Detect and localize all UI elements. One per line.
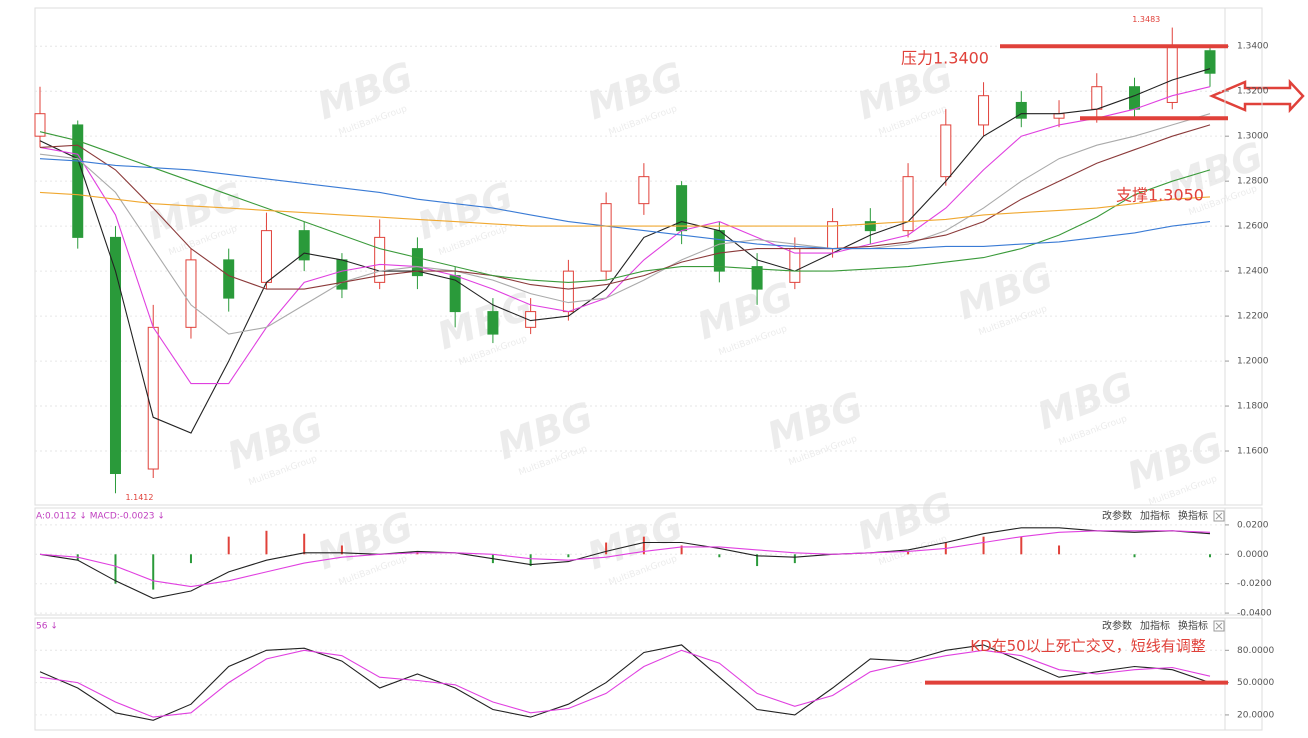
indicator-line <box>39 124 1211 290</box>
watermark-logo: MBG <box>582 503 689 578</box>
toolbar-button[interactable]: 改参数 <box>1102 619 1132 632</box>
indicator-header: A:0.0112 ↓ MACD:-0.0023 ↓ <box>36 512 165 522</box>
candle-body <box>147 326 159 470</box>
indicator-line <box>39 68 1211 434</box>
candle-body <box>260 230 272 283</box>
y-tick-label: 1.2000 <box>1237 357 1269 367</box>
candle-body <box>411 248 423 277</box>
candle-body <box>1091 86 1103 110</box>
y-tick-label: 80.0000 <box>1237 646 1274 656</box>
candle-body <box>298 230 310 261</box>
candle-body <box>789 248 801 283</box>
candle-body <box>864 221 876 232</box>
y-tick-label: 1.1600 <box>1237 447 1269 457</box>
indicator-line <box>39 86 1211 385</box>
annotation-text: 压力1.3400 <box>901 49 989 68</box>
watermark-logo: MBG <box>692 273 799 348</box>
indicator-line <box>39 113 1211 335</box>
y-tick-label: 0.0200 <box>1237 520 1269 530</box>
watermark-logo: MBG <box>432 283 539 358</box>
candle-body <box>109 236 121 475</box>
indicator-line <box>39 158 1211 250</box>
candle-body <box>72 124 84 238</box>
panel-frame <box>34 7 1263 506</box>
y-tick-label: 1.3200 <box>1237 87 1269 97</box>
y-tick-label: -0.0400 <box>1237 609 1272 619</box>
y-tick-label: 1.1800 <box>1237 402 1269 412</box>
watermark-logo: MBG <box>412 173 519 248</box>
toolbar-button[interactable]: 换指标 <box>1178 509 1208 522</box>
y-tick-label: 1.2600 <box>1237 222 1269 232</box>
watermark-logo: MBG <box>762 383 869 458</box>
annotation-text: 支撑1.3050 <box>1116 186 1204 205</box>
indicator-line <box>39 644 1211 721</box>
high-label: 1.3483 <box>1132 15 1160 24</box>
candle-body <box>374 236 386 283</box>
indicator-line <box>39 131 1211 283</box>
candle-body <box>1166 45 1178 103</box>
candle-body <box>1129 86 1141 110</box>
y-tick-label: 50.0000 <box>1237 678 1274 688</box>
y-tick-label: 1.3000 <box>1237 132 1269 142</box>
panel-frame <box>34 507 1263 616</box>
watermark-logo: MBG <box>852 483 959 558</box>
y-tick-label: 1.2400 <box>1237 267 1269 277</box>
panel-frame <box>34 617 1263 731</box>
watermark-logo: MBG <box>312 503 419 578</box>
indicator-line <box>39 191 1211 227</box>
candle-body <box>449 275 461 313</box>
toolbar-button[interactable]: 加指标 <box>1140 509 1170 522</box>
annotation-text: KD在50以上死亡交叉，短线有调整 <box>970 637 1205 655</box>
candle-body <box>1204 50 1216 74</box>
indicator-header: 56 ↓ <box>36 622 58 632</box>
watermark-logo: MBG <box>1122 423 1229 498</box>
candle-body <box>600 203 612 272</box>
toolbar-button[interactable]: 加指标 <box>1140 619 1170 632</box>
low-label: 1.1412 <box>125 493 153 502</box>
y-tick-label: 20.0000 <box>1237 710 1274 720</box>
watermark-logo: MBG <box>222 403 329 478</box>
watermark-logo: MBG <box>142 173 249 248</box>
candle-body <box>34 113 46 137</box>
toolbar-button[interactable]: 改参数 <box>1102 509 1132 522</box>
watermark-logo: MBG <box>492 393 599 468</box>
candle-body <box>487 311 499 335</box>
candle-body <box>978 95 990 126</box>
candle-body <box>902 176 914 232</box>
candle-body <box>751 266 763 290</box>
close-icon <box>1215 512 1223 520</box>
arrow-icon <box>1208 78 1305 114</box>
y-tick-label: 1.2200 <box>1237 312 1269 322</box>
candle-body <box>223 259 235 299</box>
candle-body <box>1053 113 1065 119</box>
y-tick-label: 1.2800 <box>1237 177 1269 187</box>
close-icon <box>1215 622 1223 630</box>
y-tick-label: 0.0000 <box>1237 550 1269 560</box>
indicator-line <box>39 527 1211 599</box>
candle-body <box>1015 101 1027 119</box>
indicator-line <box>39 649 1211 718</box>
indicator-line <box>39 530 1211 588</box>
candle-body <box>940 124 952 178</box>
candle-body <box>185 259 197 328</box>
candle-body <box>676 185 688 232</box>
y-tick-label: -0.0200 <box>1237 579 1272 589</box>
watermark-logo: MBG <box>952 253 1059 328</box>
candle-body <box>562 270 574 313</box>
watermark-logo: MBG <box>1032 363 1139 438</box>
candle-body <box>713 230 725 272</box>
candle-body <box>638 176 650 205</box>
y-tick-label: 1.3400 <box>1237 42 1269 52</box>
toolbar-button[interactable]: 换指标 <box>1178 619 1208 632</box>
